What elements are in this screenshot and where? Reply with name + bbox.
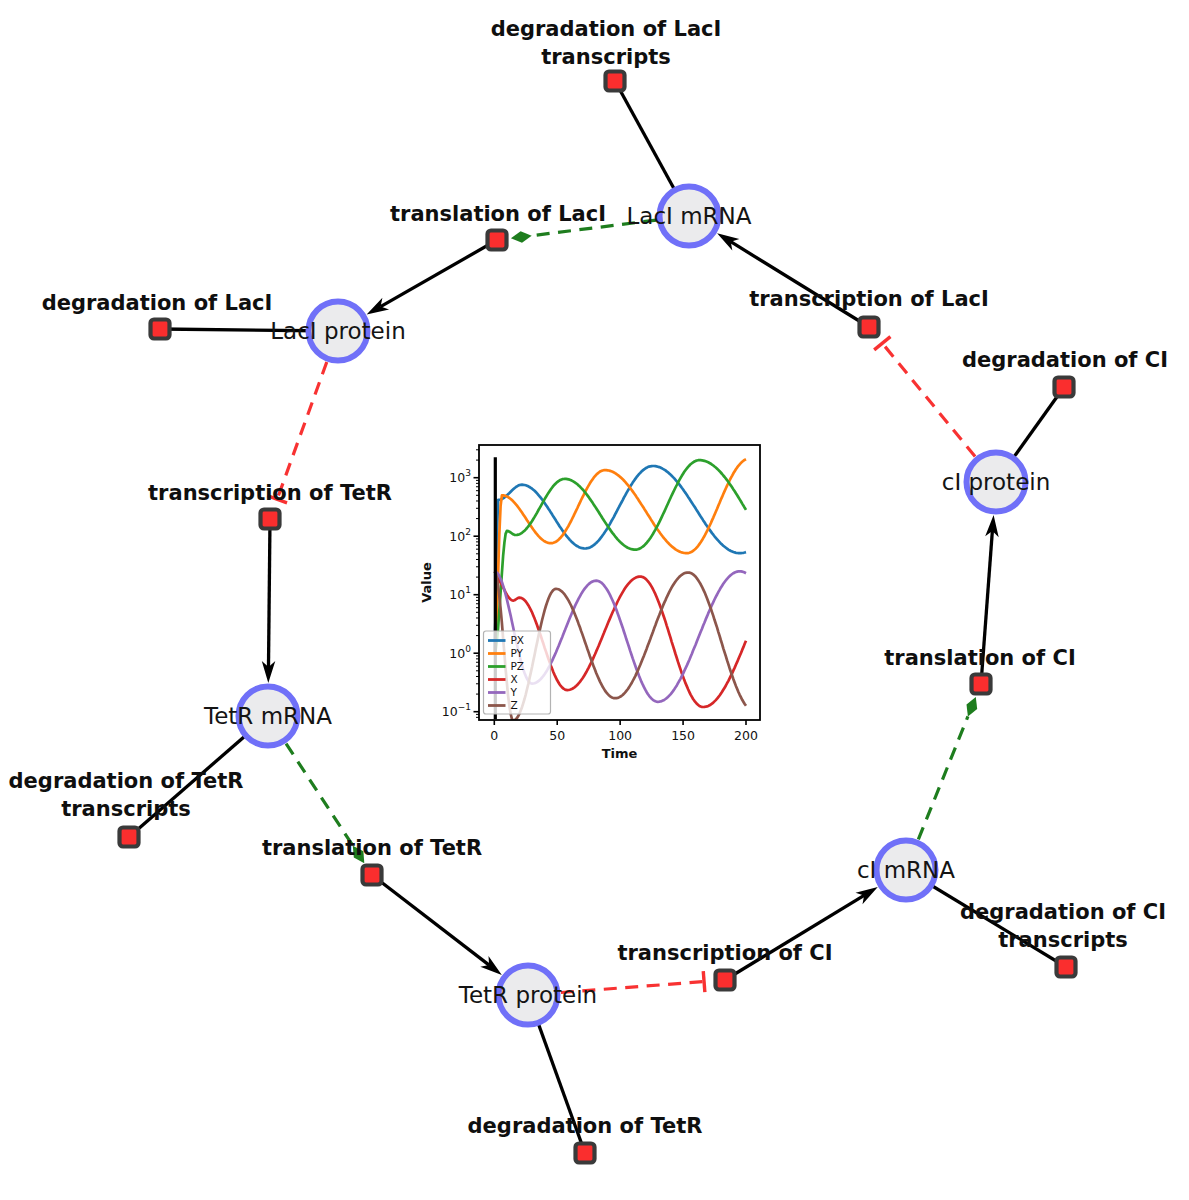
reaction-label-degradation-TetR-line0: degradation of TetR [468, 1114, 703, 1138]
legend-label-Y: Y [510, 686, 518, 698]
reaction-node-degradation-CI [1055, 378, 1074, 397]
repressilator-network-diagram: 05010015020010−1100101102103TimeValuePXP… [0, 0, 1189, 1200]
reaction-label-degradation-CI-transcripts-line0: degradation of CI [960, 900, 1166, 924]
species-label-LacI-protein: LacI protein [270, 318, 405, 344]
reaction-label-transcription-CI-line0: transcription of CI [617, 941, 832, 965]
edge-translation-LacI-LacI-protein [381, 240, 497, 307]
edge-translation-TetR-TetR-protein [372, 875, 489, 965]
reaction-label-translation-TetR-line0: translation of TetR [262, 836, 482, 860]
reaction-node-degradation-LacI-transcripts [606, 72, 625, 91]
species-label-TetR-protein: TetR protein [458, 982, 597, 1008]
chart-ylabel: Value [419, 562, 434, 603]
chart-x-ticklabel-1: 50 [549, 728, 565, 743]
chart-x-ticklabel-0: 0 [490, 728, 498, 743]
reaction-node-degradation-TetR-transcripts [120, 828, 139, 847]
reaction-label-degradation-TetR-transcripts-line1: transcripts [61, 797, 191, 821]
edge-cI-mRNA-translation-CI-diamond [967, 697, 978, 717]
reaction-label-degradation-LacI-transcripts-line1: transcripts [541, 45, 671, 69]
species-label-cI-mRNA: cI mRNA [857, 857, 955, 883]
reaction-node-degradation-TetR [576, 1144, 595, 1163]
reaction-node-translation-CI [972, 675, 991, 694]
species-label-LacI-mRNA: LacI mRNA [627, 203, 752, 229]
chart-y-ticklabel-1: 100 [449, 644, 471, 661]
reaction-label-degradation-CI-line0: degradation of CI [962, 348, 1168, 372]
legend-label-PZ: PZ [511, 660, 525, 672]
legend-label-X: X [511, 673, 518, 685]
edge-transcription-CI-cI-mRNA-arrowhead [856, 887, 878, 904]
legend-label-PY: PY [511, 647, 524, 659]
reaction-label-degradation-LacI-line0: degradation of LacI [42, 291, 273, 315]
reaction-label-translation-LacI-line0: translation of LacI [390, 202, 606, 226]
reaction-node-translation-LacI [488, 231, 507, 250]
inset-chart: 05010015020010−1100101102103TimeValuePXP… [419, 445, 760, 761]
chart-y-ticklabel-3: 102 [449, 527, 471, 544]
reaction-node-degradation-LacI [151, 320, 170, 339]
chart-y-ticklabel-4: 103 [449, 468, 471, 485]
edge-transcription-LacI-LacI-mRNA [731, 242, 869, 327]
reaction-node-transcription-LacI [860, 318, 879, 337]
edge-transcription-LacI-LacI-mRNA-arrowhead [717, 233, 739, 250]
reaction-label-degradation-TetR-transcripts-line0: degradation of TetR [9, 769, 244, 793]
chart-x-ticklabel-4: 200 [734, 728, 758, 743]
edge-LacI-protein-transcription-TetR [277, 362, 327, 499]
species-label-cI-protein: cI protein [942, 469, 1051, 495]
legend-label-PX: PX [511, 634, 525, 646]
edge-translation-LacI-LacI-protein-arrowhead [367, 298, 390, 315]
reaction-label-degradation-LacI-transcripts-line0: degradation of LacI [491, 17, 722, 41]
edge-cI-mRNA-translation-CI [918, 716, 968, 839]
chart-x-ticklabel-2: 100 [608, 728, 632, 743]
reaction-node-transcription-CI [716, 971, 735, 990]
chart-y-ticklabel-2: 101 [449, 585, 471, 602]
reaction-label-transcription-TetR-line0: transcription of TetR [148, 481, 392, 505]
chart-y-ticklabel-0: 10−1 [442, 702, 471, 719]
legend-label-Z: Z [511, 699, 518, 711]
edge-transcription-CI-cI-mRNA [725, 895, 864, 980]
reaction-node-transcription-TetR [261, 510, 280, 529]
network-canvas: 05010015020010−1100101102103TimeValuePXP… [0, 0, 1189, 1200]
edge-TetR-protein-transcription-CI-tbar [703, 971, 705, 992]
chart-xlabel: Time [602, 746, 638, 761]
edge-transcription-TetR-TetR-mRNA [268, 519, 270, 667]
reaction-label-degradation-CI-transcripts-line1: transcripts [998, 928, 1128, 952]
reaction-node-translation-TetR [363, 866, 382, 885]
reaction-label-translation-CI-line0: translation of CI [884, 646, 1075, 670]
edge-LacI-mRNA-translation-LacI-diamond [511, 231, 532, 242]
edge-TetR-mRNA-translation-TetR [286, 744, 353, 846]
chart-x-ticklabel-3: 150 [671, 728, 695, 743]
reaction-label-transcription-LacI-line0: transcription of LacI [749, 287, 989, 311]
species-label-TetR-mRNA: TetR mRNA [203, 703, 332, 729]
reaction-node-degradation-CI-transcripts [1057, 958, 1076, 977]
